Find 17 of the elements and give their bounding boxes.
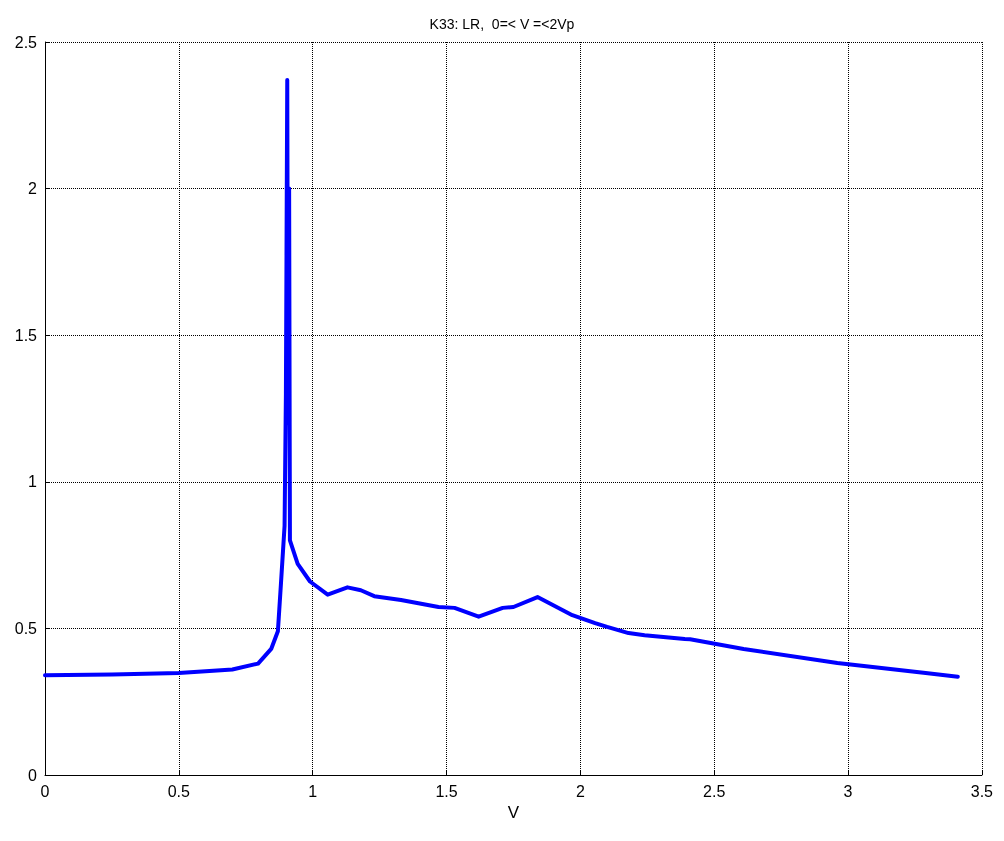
x-tick-label: 3 xyxy=(843,782,853,800)
y-tick-label: 0 xyxy=(28,766,38,784)
x-tick-label: 2.5 xyxy=(703,782,726,800)
x-tick-label: 1 xyxy=(308,782,318,800)
y-tick-label: 1.5 xyxy=(14,326,38,344)
x-tick-label: 1.5 xyxy=(435,782,458,800)
y-tick-label: 0.5 xyxy=(14,619,38,637)
y-tick-label: 2 xyxy=(28,180,38,198)
x-tick-label: 3.5 xyxy=(970,782,994,800)
x-axis-title: V xyxy=(507,802,520,822)
x-tick-label: 0.5 xyxy=(167,782,191,800)
x-tick-label: 2 xyxy=(575,782,585,800)
line-series xyxy=(43,78,960,679)
x-tick-label: 0 xyxy=(40,782,50,800)
y-tick-label: 2.5 xyxy=(14,33,38,51)
chart-title: K33: LR, 0=< V =<2Vp xyxy=(429,16,575,32)
y-tick-label: 1 xyxy=(28,473,38,491)
